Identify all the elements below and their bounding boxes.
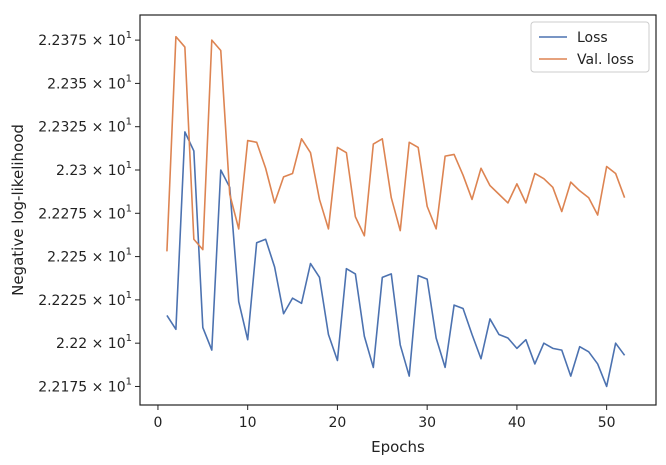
y-tick-label: 2.2225 × 101 xyxy=(38,290,132,309)
x-tick-label: 50 xyxy=(598,415,616,431)
y-tick-label: 2.2375 × 101 xyxy=(38,30,132,49)
y-axis: 2.2175 × 101 2.22 × 101 2.2225 × 101 2.225 … xyxy=(38,30,140,395)
x-tick-label: 0 xyxy=(153,415,162,431)
y-tick-label: 2.22 × 101 xyxy=(56,333,132,352)
plot-frame xyxy=(139,14,657,406)
legend: Loss Val. loss xyxy=(530,21,650,73)
y-tick-label: 2.225 × 101 xyxy=(47,247,132,266)
x-axis-label: Epochs xyxy=(371,438,425,456)
legend-label-loss: Loss xyxy=(577,30,608,46)
y-tick-label: 2.2325 × 101 xyxy=(38,117,132,136)
y-tick-label: 2.23 × 101 xyxy=(56,160,132,179)
x-tick-label: 10 xyxy=(239,415,257,431)
x-tick-label: 30 xyxy=(418,415,436,431)
y-tick-label: 2.235 × 101 xyxy=(47,73,132,92)
legend-label-val-loss: Val. loss xyxy=(577,52,634,68)
series-line-loss xyxy=(166,131,626,388)
y-axis-label: Negative log-likelihood xyxy=(9,124,27,296)
x-tick-label: 20 xyxy=(329,415,347,431)
x-axis: 0 10 20 30 40 50 xyxy=(153,405,616,431)
y-tick-label: 2.2175 × 101 xyxy=(38,376,132,395)
x-tick-label: 40 xyxy=(508,415,526,431)
plot-area xyxy=(166,35,626,388)
series-line-val-loss xyxy=(166,35,626,252)
y-tick-label: 2.2275 × 101 xyxy=(38,203,132,222)
